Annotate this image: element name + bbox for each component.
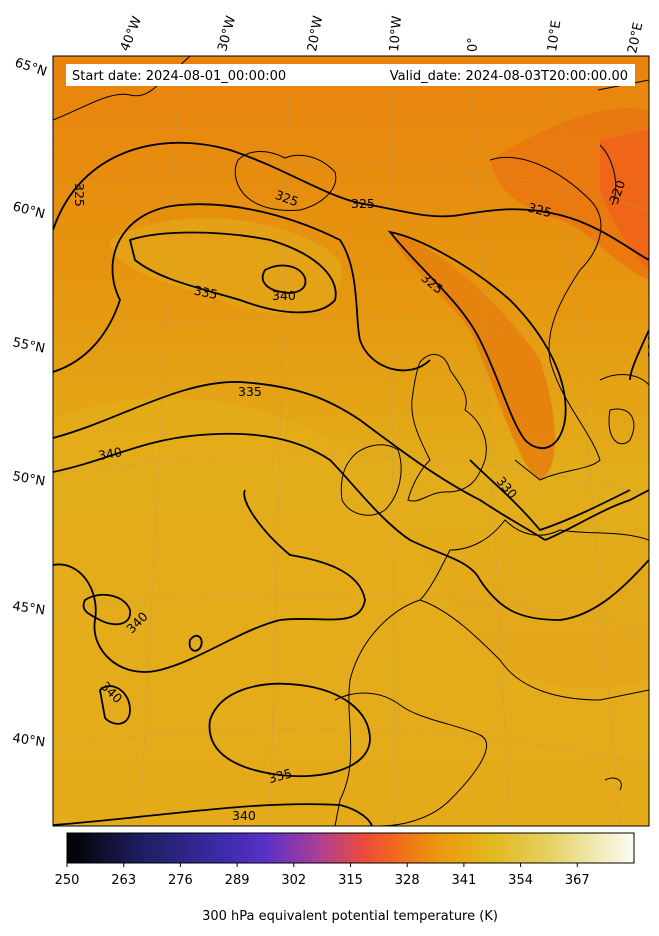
colorbar-tick-label: 276 [168, 873, 193, 888]
colorbar-tick-label: 315 [338, 873, 363, 888]
valid-date: Valid_date: 2024-08-03T20:00:00.00 [390, 69, 628, 84]
colorbar: 250 263 276 289 302 315 328 341 354 367 300 hPa e… [55, 832, 635, 924]
lat-label: 60°N [11, 199, 47, 222]
map-field: 325 325 325 325 320 330 335 340 335 340 … [53, 56, 659, 826]
warm-region-north [110, 218, 342, 315]
colorbar-gradient [66, 832, 635, 864]
longitude-labels: 40°W 30°W 20°W 10°W 0° 10°E 20°E [118, 14, 647, 54]
colorbar-tick-label: 250 [55, 873, 80, 888]
colorbar-tick-label: 367 [565, 873, 590, 888]
lat-label: 50°N [11, 469, 46, 489]
lon-label: 0° [466, 37, 481, 52]
contour-label: 325 [351, 196, 375, 211]
contour-label: 325 [72, 183, 87, 207]
latitude-labels: 65°N 60°N 55°N 50°N 45°N 40°N [11, 56, 49, 751]
contour-label: 335 [238, 384, 262, 399]
colorbar-tick-label: 289 [225, 873, 250, 888]
contour-label: 330 [645, 334, 659, 358]
map-frame [52, 55, 650, 827]
date-banner [66, 64, 635, 86]
contour-label: 325 [526, 200, 553, 221]
contour-label: 340 [97, 444, 123, 463]
colorbar-tick-label: 302 [281, 873, 306, 888]
lon-label: 20°E [625, 21, 646, 55]
colorbar-tick-label: 354 [508, 873, 533, 888]
warm-region [53, 398, 649, 826]
contour-lines [53, 141, 649, 826]
lon-label: 40°W [118, 14, 145, 53]
lat-label: 65°N [13, 56, 49, 80]
lon-label: 20°W [305, 15, 326, 53]
start-date: Start date: 2024-08-01_00:00:00 [72, 69, 286, 84]
lon-label: 10°E [545, 20, 564, 53]
colorbar-label: 300 hPa equivalent potential temperature… [202, 909, 498, 924]
graticule [53, 56, 649, 826]
contour-label: 335 [267, 765, 294, 786]
colorbar-tick-label: 263 [111, 873, 136, 888]
coastlines [53, 56, 649, 826]
colorbar-tick-label: 341 [451, 873, 476, 888]
colorbar-tick-label: 328 [395, 873, 420, 888]
colorbar-ticks: 250 263 276 289 302 315 328 341 354 367 [55, 863, 590, 888]
lon-label: 10°W [387, 15, 405, 52]
lon-label: 30°W [215, 14, 239, 53]
lat-label: 40°N [11, 731, 46, 750]
lat-label: 55°N [11, 335, 46, 356]
contour-label: 335 [193, 282, 219, 302]
contour-label: 340 [272, 288, 296, 303]
lat-label: 45°N [11, 599, 46, 618]
contour-label: 340 [232, 808, 256, 823]
